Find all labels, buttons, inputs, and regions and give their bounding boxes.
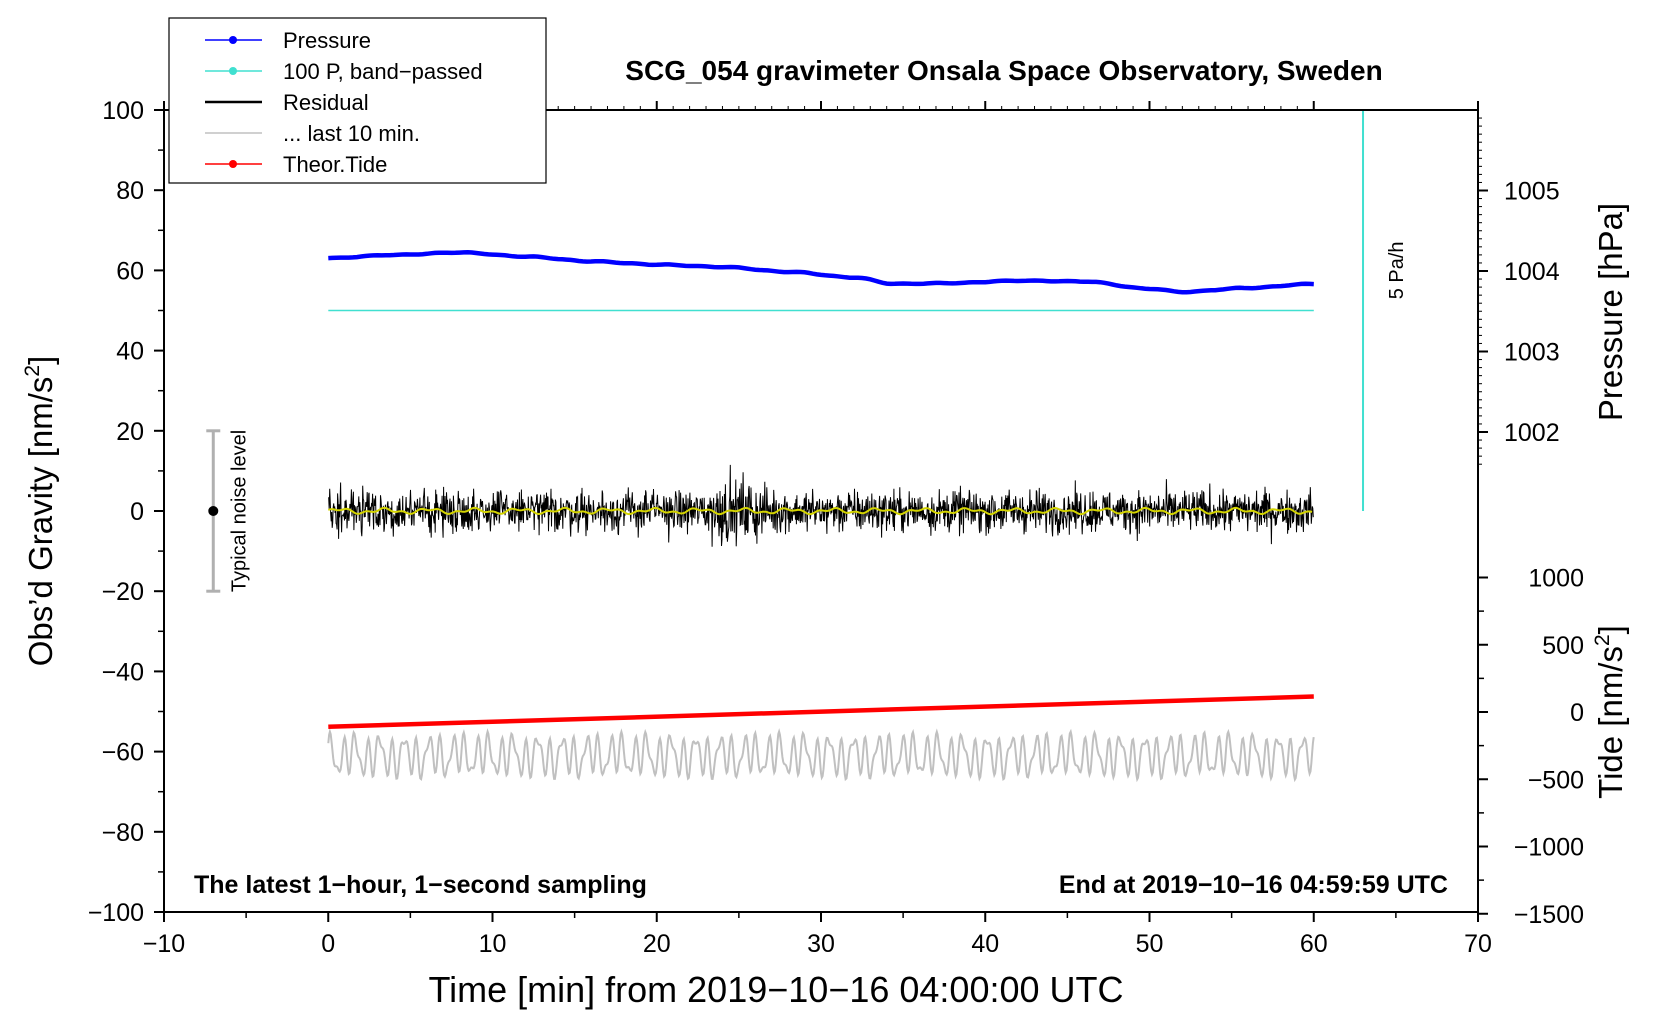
x-tick-label: 60 <box>1300 930 1328 958</box>
left-tick-label: 60 <box>116 257 144 285</box>
left-tick-label: 40 <box>116 338 144 366</box>
legend-label: 100 P, band−passed <box>283 59 483 84</box>
tide-tick-label: −500 <box>1528 766 1584 794</box>
x-tick-label: 10 <box>479 930 507 958</box>
pressure-line <box>328 250 1314 295</box>
annotation-end-time: End at 2019−10−16 04:59:59 UTC <box>1059 871 1448 899</box>
tide-tick-label: 1000 <box>1528 565 1584 593</box>
left-tick-label: 80 <box>116 177 144 205</box>
tide-axis-label-main: Tide [nm/s <box>1592 646 1629 799</box>
tide-tick-label: 0 <box>1570 699 1584 727</box>
left-tick-label: 20 <box>116 418 144 446</box>
series-layer: 5 Pa/h Typical noise level <box>206 110 1408 783</box>
last-10-min-line <box>327 728 1315 783</box>
left-tick-label: −60 <box>102 739 144 767</box>
legend-marker <box>229 67 237 75</box>
legend-label: ... last 10 min. <box>283 121 420 146</box>
tide-axis-label: Tide [nm/s2] <box>1591 625 1629 799</box>
left-axis-label-main: Obs’d Gravity [nm/s <box>22 377 59 667</box>
pressure-tick-label: 1005 <box>1504 178 1560 206</box>
x-tick-label: −10 <box>143 930 185 958</box>
left-axis-label-sup: 2 <box>21 365 44 377</box>
x-tick-label: 40 <box>971 930 999 958</box>
noise-bar-center <box>208 506 219 516</box>
legend-label: Pressure <box>283 28 371 53</box>
x-tick-label: 70 <box>1464 930 1492 958</box>
chart-title: SCG_054 gravimeter Onsala Space Observat… <box>625 55 1382 86</box>
x-tick-label: 30 <box>807 930 835 958</box>
pressure-tick-label: 1004 <box>1504 258 1560 286</box>
legend-label: Residual <box>283 90 369 115</box>
annotation-sampling: The latest 1−hour, 1−second sampling <box>194 871 647 899</box>
tide-tick-label: −1000 <box>1514 834 1584 862</box>
tide-tick-label: −1500 <box>1514 901 1584 929</box>
left-axis-label: Obs’d Gravity [nm/s2] <box>21 356 59 667</box>
tide-axis-label-sup: 2 <box>1591 634 1614 646</box>
rate-bar-label: 5 Pa/h <box>1386 241 1408 299</box>
tide-line <box>328 694 1314 730</box>
tide-tick-label: 500 <box>1542 632 1584 660</box>
legend-entries: Pressure 100 P, band−passed Residual ... la… <box>205 28 483 177</box>
pressure-axis-label: Pressure [hPa] <box>1592 203 1629 421</box>
pressure-tick-label: 1002 <box>1504 419 1560 447</box>
left-tick-label: −20 <box>102 578 144 606</box>
legend-label: Theor.Tide <box>283 152 387 177</box>
residual-smoothed-line <box>327 506 1313 516</box>
left-axis-label-close: ] <box>22 356 59 365</box>
legend: Pressure 100 P, band−passed Residual ... la… <box>168 17 547 184</box>
x-axis-label: Time [min] from 2019−10−16 04:00:00 UTC <box>428 969 1123 1010</box>
left-tick-label: 0 <box>130 498 144 526</box>
left-tick-label: −80 <box>102 819 144 847</box>
x-tick-label: 0 <box>321 930 335 958</box>
residual-line <box>327 464 1314 547</box>
legend-box <box>168 17 547 184</box>
left-tick-label: −100 <box>88 899 144 927</box>
legend-marker <box>229 160 237 168</box>
tide-axis-label-close: ] <box>1592 625 1629 634</box>
noise-bar-label: Typical noise level <box>228 430 250 592</box>
x-tick-label: 20 <box>643 930 671 958</box>
pressure-tick-label: 1003 <box>1504 339 1560 367</box>
axes-layer: −10 0 10 20 30 40 50 60 70−100−80−60−40−20020406… <box>88 97 1584 958</box>
left-tick-label: −40 <box>102 658 144 686</box>
x-tick-label: 50 <box>1136 930 1164 958</box>
left-tick-label: 100 <box>102 97 144 125</box>
legend-marker <box>229 36 237 44</box>
